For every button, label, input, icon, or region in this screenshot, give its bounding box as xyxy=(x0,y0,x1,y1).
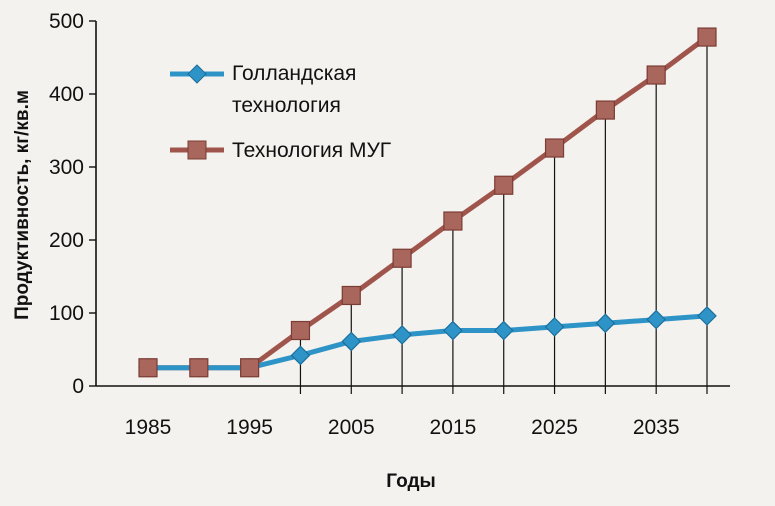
legend-marker-mug xyxy=(187,140,207,160)
y-tick-label: 500 xyxy=(49,10,84,33)
legend-label-mug: Технология МУГ xyxy=(232,139,391,162)
series-markers xyxy=(138,27,717,378)
drop-lines xyxy=(299,37,708,394)
data-point-mug xyxy=(290,320,311,341)
y-tick-label: 0 xyxy=(72,375,84,398)
axes xyxy=(89,20,730,387)
x-tick-label: 1995 xyxy=(226,416,273,439)
data-point-mug xyxy=(595,100,615,120)
x-tick-label: 2015 xyxy=(430,416,477,439)
data-point-dutch xyxy=(341,331,362,352)
data-point-dutch xyxy=(544,317,565,337)
data-point-mug xyxy=(494,175,514,195)
legend-marker-dutch xyxy=(187,64,207,84)
series-line-mug xyxy=(148,35,709,371)
data-point-dutch xyxy=(697,306,717,326)
data-point-mug xyxy=(189,358,209,378)
data-point-dutch xyxy=(392,325,412,345)
data-point-dutch xyxy=(290,345,311,366)
data-point-dutch xyxy=(646,309,667,330)
legend: Голландская технология Технология МУГ xyxy=(170,62,391,162)
data-point-dutch xyxy=(493,320,514,341)
x-tick-label: 2005 xyxy=(328,416,375,439)
data-point-mug xyxy=(240,358,260,378)
series-line-dutch xyxy=(148,313,708,371)
x-tick-label: 1985 xyxy=(125,416,172,439)
y-tick-label: 400 xyxy=(49,83,84,106)
y-tick-label: 300 xyxy=(49,156,84,179)
data-point-mug xyxy=(341,285,361,306)
y-axis-title: Продуктивность, кг/кв.м xyxy=(12,90,33,320)
data-point-dutch xyxy=(443,320,463,341)
data-point-dutch xyxy=(595,313,616,334)
x-axis-title: Годы xyxy=(386,471,435,492)
data-point-mug xyxy=(392,248,412,268)
y-tick-label: 100 xyxy=(49,302,84,325)
legend-label-dutch-line2: технология xyxy=(232,94,341,117)
data-point-mug xyxy=(544,138,565,158)
tick-labels: 0 100 200 300 400 500 1985 1995 2005 2015 2025 2035 xyxy=(49,10,680,439)
data-point-mug xyxy=(697,27,717,47)
y-tick-label: 200 xyxy=(49,229,84,252)
series-lines xyxy=(148,35,709,371)
data-point-mug xyxy=(646,65,666,85)
data-point-mug xyxy=(443,211,463,231)
x-tick-label: 2025 xyxy=(531,416,578,439)
data-point-mug xyxy=(138,358,158,378)
x-tick-label: 2035 xyxy=(633,416,680,439)
legend-label-dutch-line1: Голландская xyxy=(232,62,356,85)
